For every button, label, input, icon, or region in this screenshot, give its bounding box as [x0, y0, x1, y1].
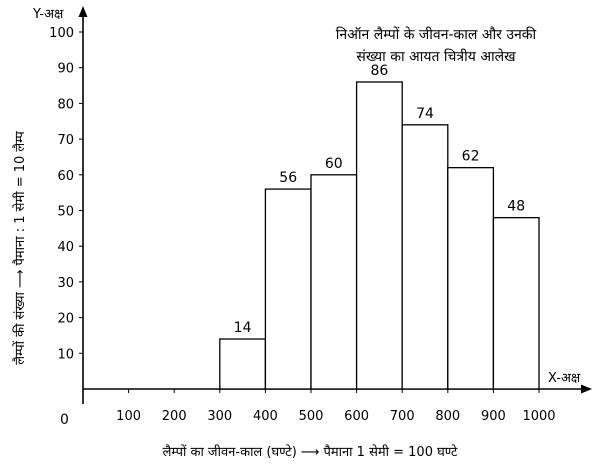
- y-axis-name: Y-अक्ष: [32, 7, 64, 22]
- bar-value-label: 86: [370, 63, 388, 79]
- chart-title-line-2: संख्या का आयत चित्रीय आलेख: [356, 48, 516, 65]
- y-tick-label: 100: [49, 26, 74, 41]
- histogram-bar: [264, 188, 312, 390]
- x-axis-caption: लैम्पों का जीवन-काल (घण्टे) ⟶ पैमाना 1 सेम…: [163, 444, 458, 460]
- bar-value-label: 14: [234, 320, 252, 336]
- histogram-bar: [447, 167, 495, 390]
- chart-title-line-1: निऑन लैम्पों के जीवन-काल और उनकी: [336, 26, 537, 43]
- bar-value-label: 56: [279, 170, 297, 186]
- y-axis-arrow-glyph: ⟶: [13, 269, 28, 288]
- histogram-bar: [492, 216, 540, 390]
- histogram-bar: [219, 338, 267, 390]
- bar-value-label: 60: [325, 156, 343, 172]
- x-tick-label: 200: [162, 409, 187, 424]
- bar-value-label: 48: [507, 199, 525, 215]
- histogram-bar: [401, 124, 449, 390]
- y-tick-label: 20: [57, 312, 74, 327]
- y-tick-label: 70: [57, 133, 74, 148]
- x-tick-label: 800: [435, 409, 460, 424]
- y-tick-label: 30: [57, 276, 74, 291]
- x-axis-scale: पैमाना 1 सेमी = 100 घण्टे: [323, 444, 457, 460]
- x-tick-label: 100: [116, 409, 141, 424]
- y-axis-caption: लैम्पों की संख्या ⟶ पैमाना : 1 सेमी = 10 ल…: [12, 131, 28, 365]
- x-tick-label: 1000: [522, 409, 555, 424]
- histogram-bar: [310, 174, 358, 390]
- y-tick-label: 40: [57, 240, 74, 255]
- x-axis-arrow: [581, 384, 592, 394]
- bars-layer: 14 56 60 86 74 62 48: [219, 63, 540, 390]
- origin-label: 0: [60, 412, 69, 428]
- x-axis-arrow-glyph: ⟶: [301, 445, 320, 460]
- y-tick-label: 50: [57, 205, 74, 220]
- histogram-bar: [355, 81, 403, 390]
- y-tick-label: 80: [57, 97, 74, 112]
- svg-text:लैम्पों की संख्या⟶पैमाना : 1 स: लैम्पों की संख्या ⟶ पैमाना : 1 सेमी = 10 ल…: [12, 131, 28, 365]
- ticks-layer: 10 20 30 40 50 60 70 80 90 100 100 200 300 400 500 600 7…: [49, 26, 555, 424]
- bar-value-label: 62: [462, 149, 480, 165]
- y-axis-label: लैम्पों की संख्या: [12, 292, 28, 365]
- x-tick-label: 700: [390, 409, 415, 424]
- x-tick-label: 500: [299, 409, 324, 424]
- bar-value-label: 74: [416, 106, 434, 122]
- x-tick-label: 900: [481, 409, 506, 424]
- x-axis-name: X-अक्ष: [548, 371, 581, 386]
- x-tick-label: 300: [207, 409, 232, 424]
- x-tick-label: 400: [253, 409, 278, 424]
- y-tick-label: 60: [57, 169, 74, 184]
- y-axis-scale: पैमाना : 1 सेमी = 10 लैम्प: [12, 131, 28, 266]
- y-tick-label: 10: [57, 347, 74, 362]
- y-axis-arrow: [78, 6, 88, 17]
- x-axis-label: लैम्पों का जीवन-काल (घण्टे): [163, 444, 297, 460]
- svg-text:लैम्पों का जीवन-काल (घण्टे)⟶पै: लैम्पों का जीवन-काल (घण्टे) ⟶ पैमाना 1 सेम…: [163, 444, 458, 460]
- y-tick-label: 90: [57, 62, 74, 77]
- x-tick-label: 600: [344, 409, 369, 424]
